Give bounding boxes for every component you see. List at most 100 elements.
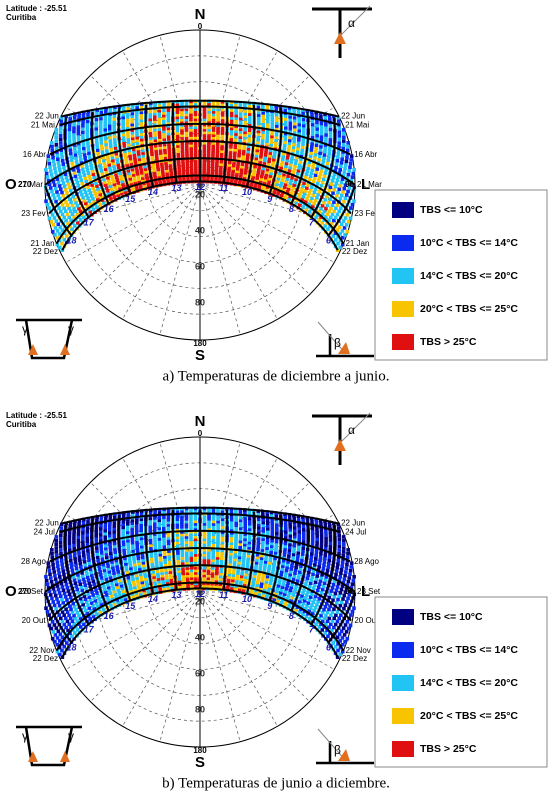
temperature-cell: [51, 222, 56, 227]
temperature-cell: [110, 153, 114, 157]
temperature-cell: [263, 158, 267, 163]
temperature-cell: [270, 522, 275, 526]
temperature-cell: [99, 526, 103, 531]
temperature-cell: [86, 548, 90, 553]
temperature-cell: [45, 202, 50, 207]
temperature-cell: [315, 543, 319, 548]
temperature-cell: [266, 529, 270, 534]
temperature-cell: [132, 155, 137, 160]
temperature-cell: [86, 185, 91, 189]
temperature-cell: [137, 154, 141, 159]
temperature-cell: [317, 561, 322, 566]
temperature-cell: [55, 153, 60, 158]
temperature-cell: [283, 602, 288, 606]
temperature-cell: [72, 529, 76, 534]
temperature-cell: [211, 532, 216, 537]
temperature-cell: [342, 593, 347, 598]
temperature-cell: [246, 144, 251, 149]
temperature-cell: [54, 142, 59, 147]
legend-label: TBS <= 10°C: [420, 611, 483, 623]
temperature-cell: [210, 177, 214, 181]
temperature-cell: [312, 179, 316, 184]
temperature-cell: [56, 587, 61, 592]
temperature-cell: [211, 110, 216, 114]
temperature-cell: [227, 567, 232, 572]
temperature-cell: [121, 522, 126, 527]
temperature-cell: [50, 152, 55, 156]
temperature-cell: [202, 550, 207, 555]
temperature-cell: [133, 178, 137, 183]
temperature-cell: [345, 555, 350, 560]
temperature-cell: [44, 574, 48, 579]
temperature-cell: [67, 538, 72, 542]
temperature-cell: [175, 126, 180, 130]
temperature-cell: [58, 137, 63, 142]
temperature-cell: [46, 179, 51, 183]
temperature-cell: [194, 584, 198, 588]
temperature-cell: [301, 518, 305, 522]
temperature-cell: [130, 540, 135, 545]
temperature-cell: [283, 547, 287, 552]
temperature-cell: [108, 168, 113, 173]
temperature-cell: [107, 524, 112, 529]
temperature-cell: [300, 197, 305, 202]
temperature-cell: [158, 552, 163, 557]
temperature-cell: [275, 182, 279, 187]
temperature-cell: [296, 146, 300, 151]
temperature-cell: [189, 535, 193, 539]
temperature-cell: [194, 576, 198, 580]
temperature-cell: [311, 569, 316, 573]
temperature-cell: [229, 517, 234, 522]
temperature-cell: [95, 197, 100, 202]
temperature-cell: [315, 527, 319, 532]
temperature-cell: [270, 112, 274, 116]
temperature-cell: [350, 175, 355, 180]
temperature-cell: [139, 539, 144, 543]
temperature-cell: [121, 127, 126, 131]
temperature-cell: [236, 164, 240, 168]
temperature-cell: [166, 538, 171, 543]
temperature-cell: [247, 543, 252, 548]
temperature-cell: [288, 570, 293, 574]
temperature-cell: [273, 551, 278, 555]
temperature-cell: [81, 123, 85, 128]
temperature-cell: [288, 530, 293, 535]
temperature-cell: [308, 581, 313, 586]
temperature-cell: [274, 135, 279, 140]
temperature-cell: [330, 212, 335, 217]
temperature-cell: [287, 144, 292, 149]
temperature-cell: [114, 154, 119, 159]
temperature-cell: [112, 532, 116, 537]
temperature-cell: [168, 567, 173, 572]
date-label-left: 16 Abr: [23, 150, 46, 159]
temperature-cell: [269, 575, 274, 580]
temperature-cell: [275, 531, 279, 535]
temperature-cell: [184, 125, 189, 130]
temperature-cell: [130, 512, 135, 517]
temperature-cell: [153, 111, 157, 116]
temperature-cell: [312, 159, 317, 163]
temperature-cell: [202, 514, 207, 518]
temperature-cell: [216, 136, 220, 140]
temperature-cell: [148, 117, 153, 122]
temperature-cell: [309, 148, 314, 152]
temperature-cell: [78, 582, 83, 587]
temperature-cell: [273, 146, 278, 151]
temperature-cell: [186, 177, 190, 181]
temperature-cell: [287, 551, 292, 556]
temperature-cell: [274, 548, 278, 552]
temperature-cell: [237, 560, 241, 565]
temperature-cell: [202, 555, 207, 560]
temperature-cell: [176, 141, 180, 146]
temperature-cell: [310, 533, 315, 537]
temperature-cell: [265, 549, 269, 553]
temperature-cell: [282, 592, 287, 597]
temperature-cell: [93, 598, 98, 603]
temperature-cell: [296, 143, 301, 148]
temperature-cell: [309, 578, 314, 582]
temperature-cell: [63, 209, 68, 214]
temperature-cell: [189, 128, 193, 132]
temperature-cell: [189, 519, 193, 524]
temperature-cell: [118, 593, 122, 598]
